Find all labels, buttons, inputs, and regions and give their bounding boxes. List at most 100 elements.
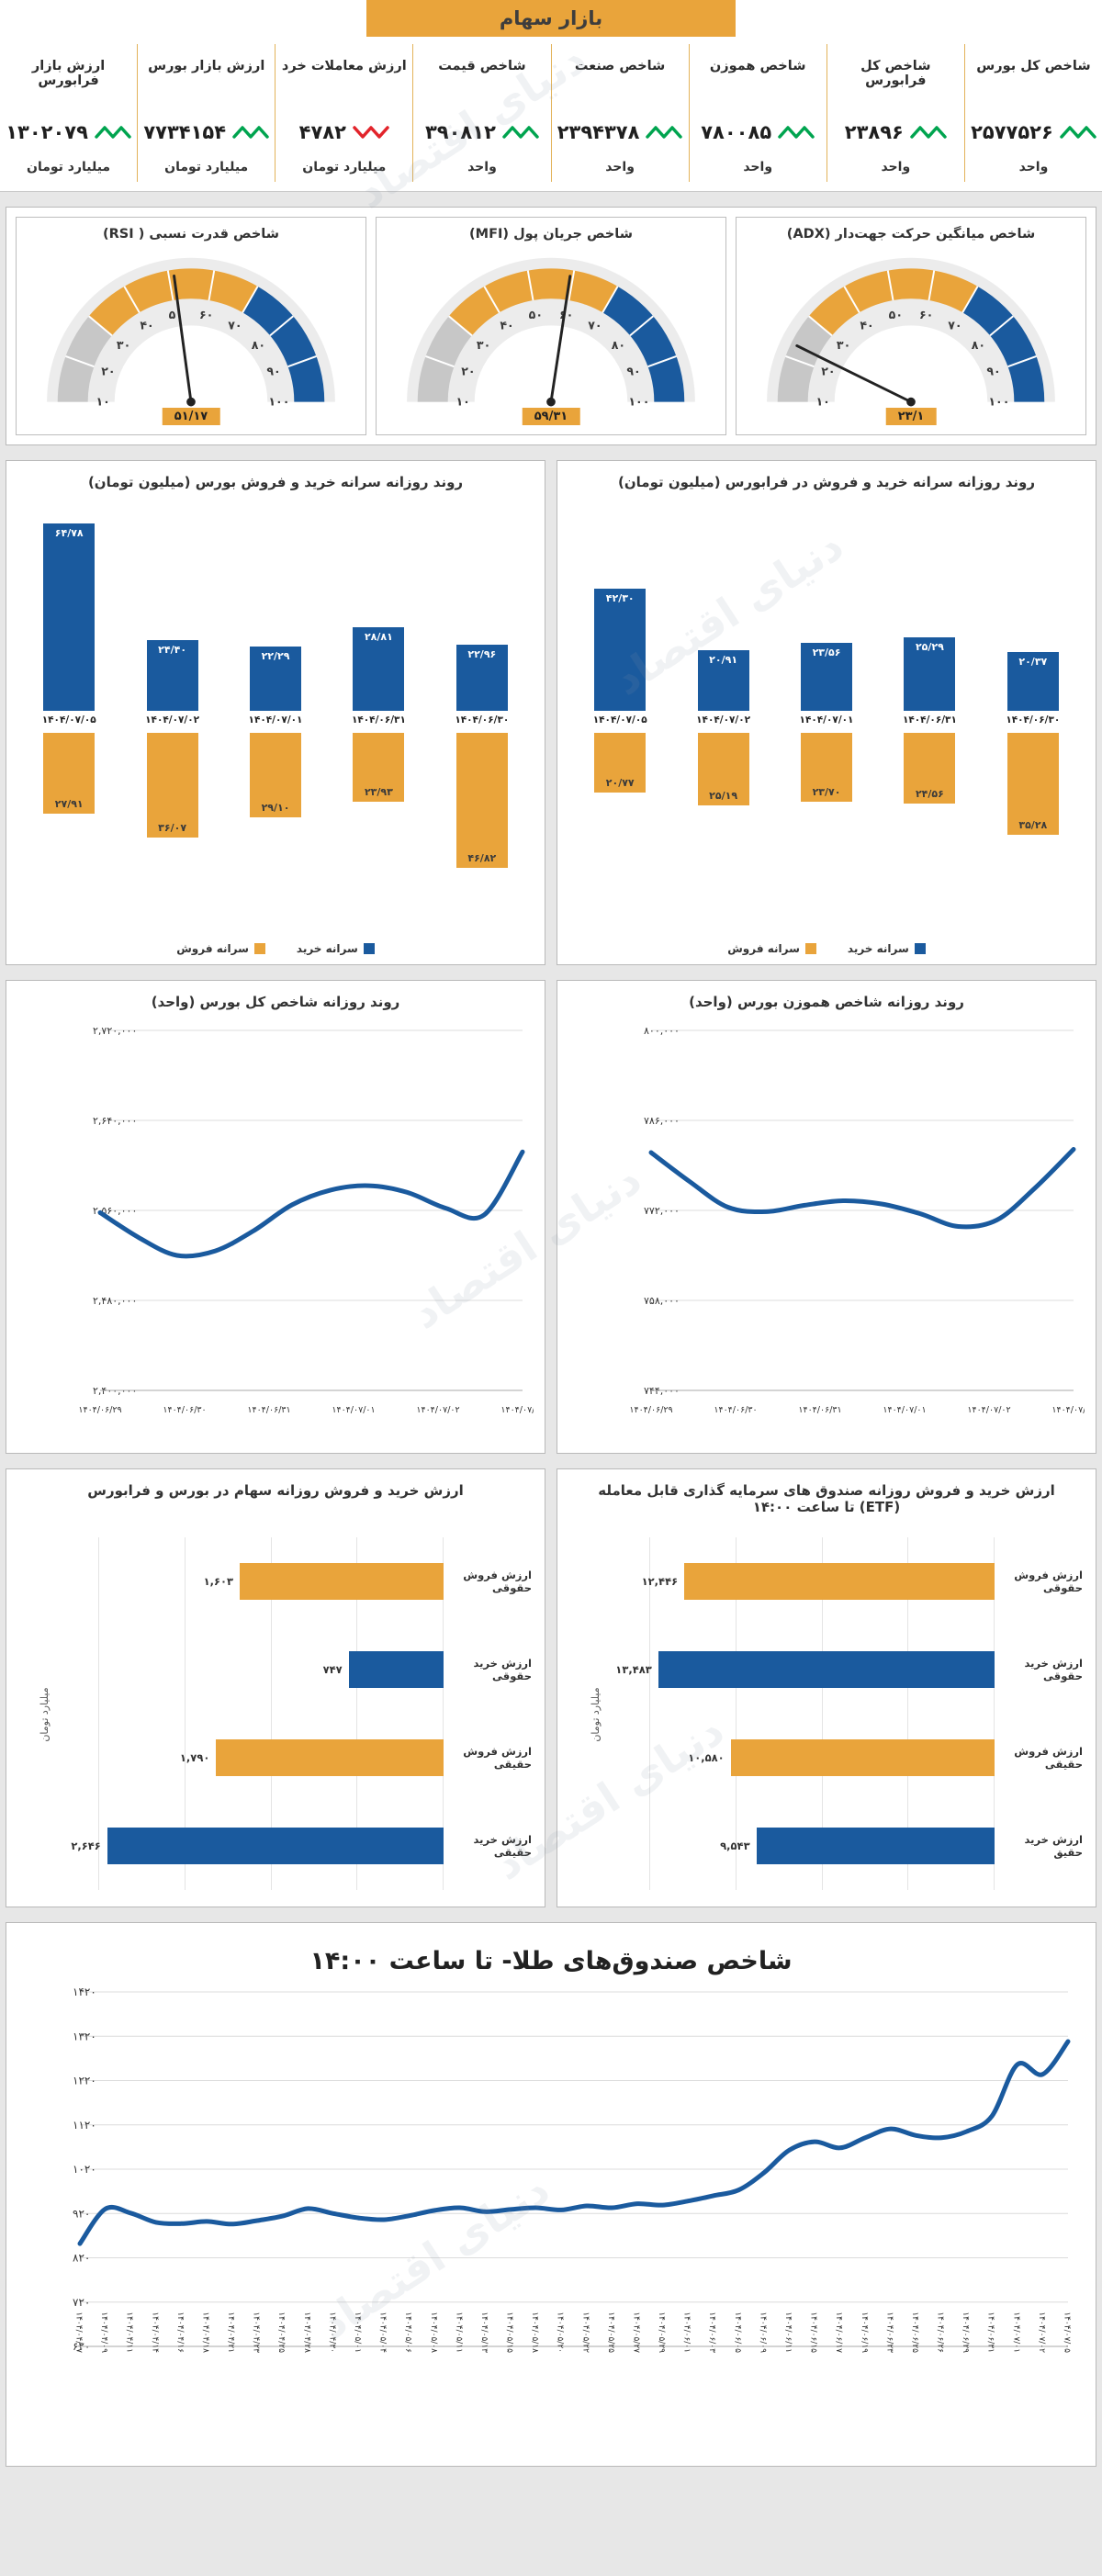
gauge-tick-label: ۴۰ bbox=[500, 319, 513, 332]
y-tick-label: ۸۲۰ bbox=[73, 2252, 90, 2265]
hbar-value: ۱۰,۵۸۰ bbox=[688, 1751, 725, 1764]
gridline bbox=[98, 1714, 100, 1802]
category-label: ۱۴۰۴/۰۷/۰۱ bbox=[248, 714, 303, 726]
x-tick-label: ۱۴۰۴/۰۷/۰۱ bbox=[332, 1405, 375, 1415]
metric-label: ارزش بازار فرابورس bbox=[31, 59, 106, 88]
x-tick-label: ۱۴۰۴/۰۷/۰۵ bbox=[500, 1405, 534, 1415]
x-tick-label: ۱۴۰۴/۰۶/۱۵ bbox=[809, 2312, 818, 2353]
y-tick-label: ۲,۶۴۰,۰۰۰ bbox=[93, 1115, 137, 1127]
gauge-tick-label: ۹۰ bbox=[266, 365, 280, 378]
y-tick-label: ۷۸۶,۰۰۰ bbox=[644, 1115, 680, 1127]
category-label: ۱۴۰۴/۰۷/۰۵ bbox=[592, 714, 647, 726]
category-label: ۱۴۰۴/۰۶/۳۰ bbox=[455, 714, 510, 726]
gridline bbox=[649, 1625, 651, 1714]
category-label: ۱۴۰۴/۰۷/۰۲ bbox=[145, 714, 200, 726]
metric-value-row: ۲۳۸۹۶ bbox=[830, 121, 961, 143]
buy-bar-value: ۲۰/۳۷ bbox=[1018, 655, 1048, 668]
hbar-chart: میلیارد تومان ارزش فروش حقوقی ۱۲,۴۴۶ ارزش خ… bbox=[568, 1532, 1085, 1897]
buy-bar bbox=[353, 627, 405, 711]
sell-bar bbox=[1006, 733, 1059, 836]
buy-hbar bbox=[658, 1651, 995, 1688]
gauge-tick-label: ۷۰ bbox=[228, 319, 242, 332]
hbar-row: ارزش خرید حقوقی ۱۳,۴۸۳ bbox=[594, 1625, 1083, 1714]
hbar-value: ۷۴۷ bbox=[322, 1663, 343, 1676]
hbar-track: ۲,۶۴۶ bbox=[43, 1802, 444, 1890]
x-tick-label: ۱۴۰۴/۰۵/۰۶ bbox=[403, 2312, 412, 2353]
y-tick-label: ۲,۷۲۰,۰۰۰ bbox=[93, 1025, 137, 1037]
gridline bbox=[184, 1537, 186, 1625]
x-tick-label: ۱۴۰۴/۰۴/۲۵ bbox=[276, 2312, 286, 2353]
gauge-tick-label: ۱۰۰ bbox=[988, 395, 1009, 409]
y-tick-label: ۱۳۲۰ bbox=[73, 2030, 96, 2042]
metric-value: ۲۳۸۹۶ bbox=[844, 121, 904, 143]
line-chart: ۲,۷۲۰,۰۰۰۲,۶۴۰,۰۰۰۲,۵۶۰,۰۰۰۲,۴۸۰,۰۰۰۲,۴۰… bbox=[78, 1025, 534, 1415]
buy-bar-value: ۲۰/۹۱ bbox=[709, 654, 738, 667]
gauge-value-badge: ۲۳/۱ bbox=[885, 408, 937, 425]
x-tick-label: ۱۴۰۴/۰۵/۲۹ bbox=[657, 2312, 666, 2353]
gauge-tick-label: ۸۰ bbox=[252, 338, 265, 352]
x-tick-label: ۱۴۰۴/۰۴/۱۶ bbox=[175, 2312, 185, 2353]
trend-up-icon bbox=[502, 126, 539, 139]
buy-bar bbox=[594, 588, 647, 711]
buy-bar bbox=[904, 637, 956, 711]
buy-bar-value: ۴۲/۳۰ bbox=[605, 591, 635, 604]
x-tick-label: ۱۴۰۴/۰۴/۳۰ bbox=[327, 2312, 336, 2353]
data-line bbox=[97, 1149, 525, 1259]
metric-label: ارزش معاملات خرد bbox=[281, 59, 407, 73]
hbar-track: ۱۲,۴۴۶ bbox=[594, 1537, 995, 1625]
trend-up-icon bbox=[646, 126, 683, 139]
category-label: ۱۴۰۴/۰۷/۰۱ bbox=[799, 714, 854, 726]
gauge-tick-label: ۱۰۰ bbox=[628, 395, 649, 409]
legend-item: سرانه خرید bbox=[297, 942, 375, 955]
value-row: ارزش خرید و فروش روزانه صندوق های سرمایه… bbox=[6, 1468, 1096, 1907]
legend-label: سرانه فروش bbox=[727, 942, 800, 955]
metric-card: شاخص کل فرابورس ۲۳۸۹۶ واحد bbox=[826, 44, 964, 182]
sell-bar-value: ۲۵/۱۹ bbox=[709, 790, 738, 803]
sell-hbar bbox=[240, 1563, 444, 1600]
metric-card: شاخص قیمت ۳۹۰۸۱۲ واحد bbox=[412, 44, 550, 182]
gridline bbox=[98, 1802, 100, 1890]
legend-item: سرانه فروش bbox=[727, 942, 816, 955]
x-tick-label: ۱۴۰۴/۰۶/۳۱ bbox=[986, 2312, 995, 2353]
x-tick-label: ۱۴۰۴/۰۶/۰۵ bbox=[733, 2312, 742, 2353]
trend-up-icon bbox=[1060, 126, 1096, 139]
gauge-value-badge: ۵۹/۳۱ bbox=[522, 408, 580, 425]
sell-bar-value: ۲۳/۷۰ bbox=[812, 785, 841, 798]
x-tick-label: ۱۴۰۴/۰۴/۲۸ bbox=[302, 2312, 311, 2353]
hbar-row: ارزش فروش حقوقی ۱,۶۰۳ bbox=[43, 1537, 532, 1625]
metric-value-row: ۱۳۰۲۰۷۹ bbox=[3, 121, 134, 143]
legend-label: سرانه خرید bbox=[296, 942, 358, 955]
x-tick-label: ۱۴۰۴/۰۵/۲۷ bbox=[631, 2312, 640, 2353]
y-tick-label: ۱۴۲۰ bbox=[73, 1985, 96, 1998]
metric-label: شاخص قیمت bbox=[438, 59, 526, 73]
metric-value-row: ۴۷۸۲ bbox=[278, 121, 410, 143]
legend-label: سرانه فروش bbox=[176, 942, 249, 955]
gauge-panel: شاخص میانگین حرکت جهت‌دار (ADX) ۱۰ ۲۰ ۳۰ ۴۰ ۵… bbox=[736, 217, 1086, 435]
hbar-row: ارزش فروش حقیقی ۱۰,۵۸۰ bbox=[594, 1714, 1083, 1802]
chart-title: ارزش خرید و فروش روزانه صندوق های سرمایه… bbox=[598, 1482, 1055, 1515]
hbar-row-label: ارزش خرید حقوقی bbox=[473, 1657, 532, 1682]
sell-bar bbox=[250, 733, 301, 817]
gridline bbox=[184, 1625, 186, 1714]
hbar-track: ۱,۶۰۳ bbox=[43, 1537, 444, 1625]
y-tick-label: ۲,۴۸۰,۰۰۰ bbox=[93, 1295, 137, 1307]
x-tick-label: ۱۴۰۴/۰۶/۲۹ bbox=[961, 2312, 970, 2353]
gauge-tick-label: ۲۰ bbox=[461, 365, 475, 378]
y-tick-label: ۱۲۲۰ bbox=[73, 2075, 96, 2087]
gauge-tick-label: ۷۰ bbox=[948, 319, 961, 332]
y-tick-label: ۹۲۰ bbox=[73, 2207, 90, 2220]
y-tick-label: ۱۰۲۰ bbox=[73, 2163, 96, 2176]
gauge-panel: شاخص قدرت نسبی ( RSI) ۱۰ ۲۰ ۳۰ ۴۰ ۵۰ ۶۰ ۷۰ ۸۰ ۹۰ ۱… bbox=[16, 217, 366, 435]
gold-chart-title: شاخص صندوق‌های طلا- تا ساعت ۱۴:۰۰ bbox=[309, 1947, 793, 1975]
buy-bar bbox=[697, 650, 749, 711]
gridline bbox=[98, 1625, 100, 1714]
buy-bar-value: ۲۳/۵۶ bbox=[812, 646, 841, 658]
y-tick-label: ۷۲۰ bbox=[73, 2296, 90, 2309]
hbar-track: ۱,۷۹۰ bbox=[43, 1714, 444, 1802]
buy-legend-swatch bbox=[914, 943, 926, 954]
x-tick-label: ۱۴۰۴/۰۶/۰۹ bbox=[758, 2312, 767, 2353]
gridline bbox=[270, 1625, 272, 1714]
sell-bar bbox=[801, 733, 852, 802]
sell-bar-value: ۲۷/۹۱ bbox=[54, 797, 84, 810]
